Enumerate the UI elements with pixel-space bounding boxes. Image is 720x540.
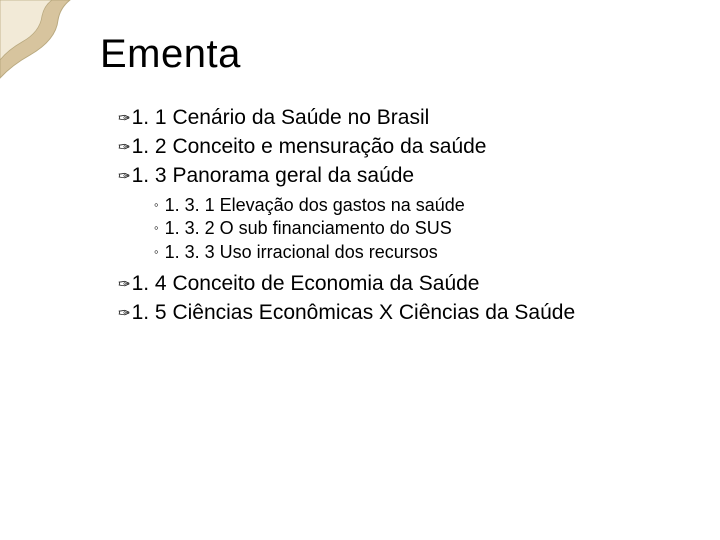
bullet-icon: ✑ (118, 273, 131, 292)
item-text: 1. 1 Cenário da Saúde no Brasil (132, 106, 430, 129)
list-item: ◦ 1. 3. 2 O sub financiamento do SUS (154, 217, 720, 241)
item-text: 1. 3. 3 Uso irracional dos recursos (165, 242, 438, 262)
bullet-icon: ✑ (118, 165, 131, 184)
item-text: 1. 3. 1 Elevação dos gastos na saúde (165, 195, 465, 215)
bullet-icon: ✑ (118, 136, 131, 155)
sub-list: ◦ 1. 3. 1 Elevação dos gastos na saúde ◦ 1… (154, 194, 720, 265)
bullet-icon: ◦ (154, 219, 159, 236)
item-text: 1. 5 Ciências Econômicas X Ciências da S… (132, 301, 576, 324)
list-item: ◦ 1. 3. 3 Uso irracional dos recursos (154, 241, 720, 265)
item-text: 1. 3. 2 O sub financiamento do SUS (165, 218, 452, 238)
slide: Ementa ✑1. 1 Cenário da Saúde no Brasil … (0, 0, 720, 540)
bullet-icon: ◦ (154, 243, 159, 260)
page-title: Ementa (100, 32, 720, 77)
bullet-icon: ◦ (154, 196, 159, 213)
bullet-icon: ✑ (118, 302, 131, 321)
outline-content: ✑1. 1 Cenário da Saúde no Brasil ✑1. 2 C… (118, 105, 720, 327)
bullet-icon: ✑ (118, 107, 131, 126)
item-text: 1. 2 Conceito e mensuração da saúde (132, 135, 487, 158)
corner-decoration (0, 0, 78, 82)
item-text: 1. 4 Conceito de Economia da Saúde (132, 272, 480, 295)
list-item: ✑1. 3 Panorama geral da saúde (118, 163, 720, 190)
item-text: 1. 3 Panorama geral da saúde (132, 164, 415, 187)
list-item: ✑1. 1 Cenário da Saúde no Brasil (118, 105, 720, 132)
list-item: ✑1. 2 Conceito e mensuração da saúde (118, 134, 720, 161)
list-item: ◦ 1. 3. 1 Elevação dos gastos na saúde (154, 194, 720, 218)
list-item: ✑1. 5 Ciências Econômicas X Ciências da … (118, 300, 720, 327)
list-item: ✑1. 4 Conceito de Economia da Saúde (118, 271, 720, 298)
